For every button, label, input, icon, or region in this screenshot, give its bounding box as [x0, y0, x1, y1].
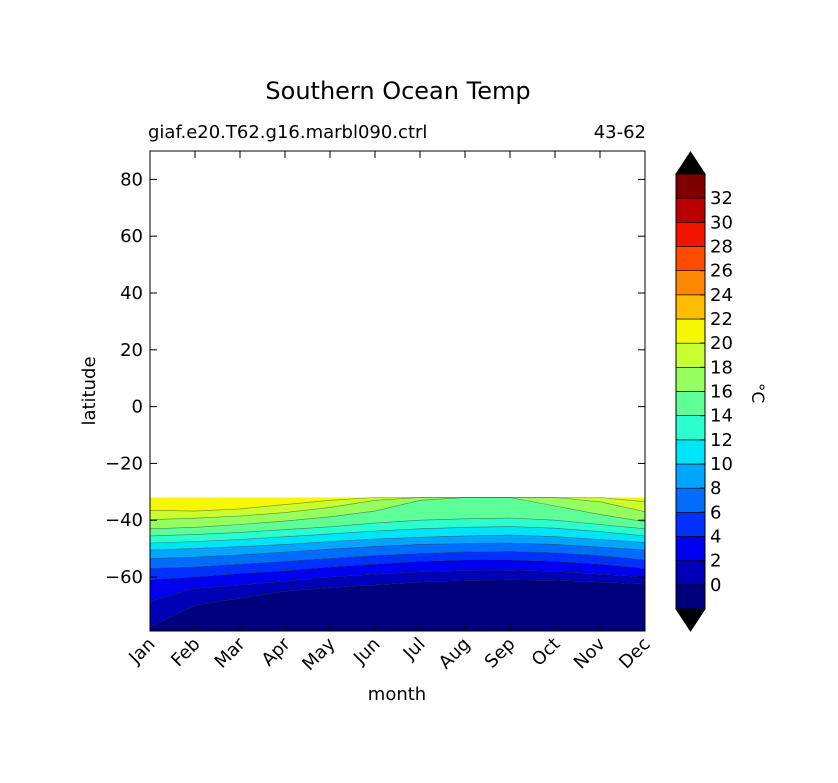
x-tick-label: Oct	[528, 634, 565, 671]
colorbar-tick-label: 0	[710, 575, 721, 596]
contour-line	[150, 526, 645, 544]
x-tick-label: Apr	[258, 633, 295, 670]
colorbar-band	[675, 294, 706, 320]
y-tick-label: 20	[120, 340, 143, 361]
x-tick-label: Jan	[124, 634, 159, 669]
x-tick-label: Nov	[570, 633, 610, 673]
colorbar-tick-label: 30	[710, 212, 733, 233]
colorbar-band	[675, 487, 706, 513]
colorbar-band	[675, 391, 706, 416]
colorbar-tick-label: 14	[710, 406, 733, 427]
y-tick-label: −60	[105, 567, 143, 588]
colorbar-tick-label: 2	[710, 551, 721, 572]
colorbar-band	[675, 270, 706, 296]
y-axis: 80 60 40 20 0 −20 −40 −60	[105, 169, 645, 588]
colorbar-tick-label: 4	[710, 527, 721, 548]
chart-subtitle-left: giaf.e20.T62.g16.marbl090.ctrl	[148, 122, 427, 143]
contour-band	[150, 518, 645, 543]
contour-band	[150, 497, 645, 520]
colorbar-tick-label: 24	[710, 285, 733, 306]
colorbar-band	[675, 560, 706, 586]
colorbar-band	[675, 584, 706, 610]
colorbar-extend-max	[675, 151, 706, 175]
plot-area	[150, 497, 645, 631]
plot-frame	[149, 150, 646, 632]
contour-band	[150, 579, 645, 631]
colorbar-band	[675, 439, 706, 465]
colorbar-band	[675, 512, 706, 537]
chart-subtitle-right: 43-62	[594, 122, 646, 143]
y-tick-label: 80	[120, 169, 143, 190]
x-tick-label: Aug	[435, 634, 475, 674]
colorbar-band	[675, 415, 706, 441]
colorbar-band	[675, 173, 706, 199]
contour-line	[150, 542, 645, 559]
colorbar-tick-label: 8	[710, 478, 721, 499]
contour-band	[150, 570, 645, 627]
colorbar-band	[675, 342, 706, 368]
contour-band	[150, 526, 645, 551]
colorbar-band	[675, 222, 706, 247]
x-tick-label: Feb	[167, 634, 204, 671]
colorbar-tick-label: 6	[710, 502, 721, 523]
colorbar-extend-min	[675, 608, 706, 632]
contour-band	[150, 551, 645, 580]
y-tick-label: −20	[105, 453, 143, 474]
x-tick-label: Jul	[399, 634, 430, 665]
colorbar-tick-label: 16	[710, 382, 733, 403]
x-tick-label: Mar	[211, 633, 250, 672]
colorbar-band	[675, 536, 706, 561]
colorbar-band	[675, 318, 706, 344]
colorbar-tick-label: 22	[710, 309, 733, 330]
contour-band	[150, 497, 645, 529]
contour-line	[150, 497, 645, 530]
contour-line	[150, 534, 645, 551]
x-tick-label: Jun	[349, 634, 384, 669]
colorbar-tick-label: 12	[710, 430, 733, 451]
colorbar-tick-label: 32	[710, 188, 733, 209]
chart-title: Southern Ocean Temp	[265, 77, 530, 105]
x-tick-label: Dec	[615, 634, 654, 673]
y-axis-label: latitude	[79, 356, 100, 425]
x-axis-label: month	[368, 684, 426, 705]
y-tick-label: 40	[120, 283, 143, 304]
colorbar-band	[675, 463, 706, 489]
colorbar-tick-label: 20	[710, 333, 733, 354]
colorbar-tick-label: 10	[710, 454, 733, 475]
y-tick-label: −40	[105, 510, 143, 531]
contour-line	[150, 569, 645, 602]
colorbar-tick-label: 28	[710, 237, 733, 258]
contour-line	[150, 551, 645, 569]
x-tick-label: May	[298, 633, 339, 674]
colorbar-band	[675, 246, 706, 271]
contour-line	[150, 497, 645, 512]
contour-band	[150, 497, 645, 536]
contour-line	[150, 517, 645, 537]
contour-line	[150, 579, 645, 627]
colorbar-label: °C	[747, 383, 767, 403]
contour-line	[150, 497, 645, 520]
contour-band	[150, 497, 645, 512]
colorbar-tick-label: 26	[710, 261, 733, 282]
x-tick-label: Sep	[481, 634, 520, 673]
colorbar-tick-label: 18	[710, 357, 733, 378]
y-tick-label: 60	[120, 226, 143, 247]
contour-line	[150, 559, 645, 581]
y-tick-label: 0	[132, 397, 143, 418]
colorbar-band	[675, 367, 706, 392]
colorbar-band	[675, 197, 706, 223]
